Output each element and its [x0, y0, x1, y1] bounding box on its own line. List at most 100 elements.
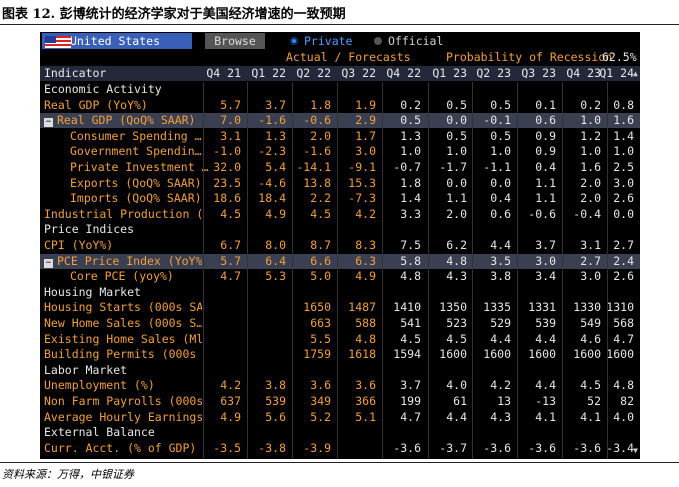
value-cell: 1600: [483, 347, 511, 362]
table-row[interactable]: Existing Home Sales (Mln… 5.5 4.8 4.5 4.5 4.4…: [40, 332, 640, 347]
value-cell: 541: [400, 316, 421, 330]
period-header[interactable]: Q3 22: [341, 66, 376, 80]
indicator-cell[interactable]: − PCE Price Index (YoY%): [44, 254, 202, 269]
value-cell: -14.1: [296, 160, 331, 174]
table-row[interactable]: Exports (QoQ% SAAR) 23.5 -4.6 13.8 15.3 1.8 0.…: [40, 176, 640, 191]
indicator-cell[interactable]: New Home Sales (000s S…: [44, 316, 202, 331]
table-row[interactable]: Building Permits (000s S… 1759 1618 1594 160…: [40, 347, 640, 362]
value-cell: 3.8: [490, 269, 511, 284]
indicator-label: Non Farm Payrolls (000s…: [44, 394, 202, 408]
value-cell: 539: [265, 394, 286, 408]
table-row[interactable]: Housing Starts (000s SAA… 1650 1487 1410 135…: [40, 300, 640, 315]
value-cell: 4.4: [535, 378, 556, 393]
value-cell: 4.8: [400, 269, 421, 284]
table-row[interactable]: Government Spendin… -1.0 -2.3 -1.6 3.0 1.0 1.0…: [40, 144, 640, 159]
value-cell: 0.5: [446, 128, 467, 143]
indicator-cell[interactable]: Housing Starts (000s SAA…: [44, 300, 202, 315]
period-header[interactable]: Q4 23: [566, 66, 601, 80]
indicator-label: Private Investment …: [70, 160, 209, 174]
radio-on-icon: [290, 37, 298, 45]
value-cell: 1.9: [355, 97, 376, 112]
indicator-cell[interactable]: Unemployment (%): [44, 378, 202, 393]
source-rule: [0, 462, 679, 463]
indicator-cell[interactable]: Existing Home Sales (Mln…: [44, 332, 202, 347]
value-cell: 3.1: [220, 128, 241, 143]
value-cell: -3.6: [528, 440, 556, 455]
scroll-up-icon[interactable]: ▲: [633, 69, 638, 78]
table-row[interactable]: Average Hourly Earnings … 4.9 5.6 5.2 5.1 4.7…: [40, 410, 640, 425]
radio-private[interactable]: Private: [290, 33, 352, 49]
value-cell: 1.6: [580, 160, 601, 174]
table-row[interactable]: Core PCE (yoy%) 4.7 5.3 5.0 4.9 4.8 4.3 3.8 3.4 3…: [40, 269, 640, 284]
indicator-cell[interactable]: − Real GDP (QoQ% SAAR): [44, 113, 202, 128]
value-cell: 1600: [573, 347, 601, 362]
value-cell: 4.2: [220, 378, 241, 393]
value-cell: 4.9: [265, 206, 286, 221]
table-row[interactable]: Unemployment (%) 4.2 3.8 3.6 3.6 3.7 4.0 4.2 4.4…: [40, 378, 640, 393]
scroll-down-icon[interactable]: ▼: [633, 446, 638, 455]
period-header[interactable]: Q4 21: [206, 66, 241, 80]
bloomberg-terminal-panel: United States Browse Private Official Ac…: [40, 32, 640, 459]
collapse-toggle-icon[interactable]: −: [44, 257, 53, 268]
collapse-toggle-icon[interactable]: −: [44, 117, 53, 128]
value-cell: 529: [490, 316, 511, 330]
country-selector[interactable]: United States: [42, 33, 192, 49]
indicator-label: Government Spendin…: [70, 144, 202, 159]
period-header[interactable]: Q1 22: [251, 66, 286, 80]
table-row[interactable]: Consumer Spending … 3.1 1.3 2.0 1.7 1.3 0.5 0.5…: [40, 129, 640, 144]
period-header[interactable]: Q1 24: [599, 66, 634, 80]
indicator-cell[interactable]: Building Permits (000s S…: [44, 347, 202, 362]
indicator-header: Indicator: [44, 66, 107, 80]
table-row[interactable]: Curr. Acct. (% of GDP) -3.5 -3.8 -3.9 -3.6 -3…: [40, 441, 640, 456]
table-row[interactable]: Private Investment … 32.0 5.4 -14.1 -9.1 -0.7…: [40, 160, 640, 175]
table-row[interactable]: CPI (YoY%) 6.7 8.0 8.7 8.3 7.5 6.2 4.4 3.7 3.1 2.7: [40, 238, 640, 253]
browse-button[interactable]: Browse: [205, 33, 265, 49]
period-header[interactable]: Q2 23: [476, 66, 511, 80]
table-row[interactable]: New Home Sales (000s S… 663 588 541 523 529 53…: [40, 316, 640, 331]
period-header[interactable]: Q1 23: [432, 66, 467, 80]
value-cell: 3.0: [580, 269, 601, 284]
value-cell: 3.0: [355, 144, 376, 159]
section-label: Housing Market: [44, 284, 141, 299]
value-cell: 4.8: [355, 331, 376, 346]
value-cell: 4.1: [535, 409, 556, 424]
indicator-cell[interactable]: CPI (YoY%): [44, 238, 202, 253]
indicator-cell[interactable]: Consumer Spending …: [44, 129, 228, 144]
indicator-cell[interactable]: Real GDP (YoY%): [44, 98, 202, 113]
indicator-cell[interactable]: Government Spendin…: [44, 144, 228, 159]
indicator-cell[interactable]: Core PCE (yoy%): [44, 269, 228, 284]
table-row[interactable]: Non Farm Payrolls (000s… 637 539 349 366 199 6…: [40, 394, 640, 409]
indicator-label: Existing Home Sales (Mln…: [44, 331, 202, 346]
value-cell: -2.3: [258, 144, 286, 159]
indicator-cell[interactable]: Private Investment …: [44, 160, 228, 175]
value-cell: 1335: [483, 300, 511, 315]
us-flag-icon: [45, 36, 71, 48]
value-cell: 2.0: [310, 128, 331, 143]
value-cell: 2.5: [613, 160, 634, 174]
indicator-cell[interactable]: Curr. Acct. (% of GDP): [44, 441, 202, 456]
period-header[interactable]: Q4 22: [386, 66, 421, 80]
table-row[interactable]: Industrial Production (Yo… 4.5 4.9 4.5 4.2 3.…: [40, 207, 640, 222]
table-row[interactable]: Real GDP (YoY%) 5.7 3.7 1.8 1.9 0.2 0.5 0.5 0.1 0…: [40, 98, 640, 113]
value-cell: 539: [535, 316, 556, 330]
table-row[interactable]: − PCE Price Index (YoY%) 5.7 6.4 6.6 6.3 5.8 4.…: [40, 253, 640, 269]
value-cell: 23.5: [213, 175, 241, 190]
period-header[interactable]: Q3 23: [521, 66, 556, 80]
value-cell: 3.7: [535, 238, 556, 252]
indicator-cell[interactable]: Non Farm Payrolls (000s…: [44, 394, 202, 409]
period-header[interactable]: Q2 22: [296, 66, 331, 80]
value-cell: 4.2: [355, 206, 376, 221]
value-cell: 4.5: [220, 206, 241, 221]
value-cell: 4.0: [613, 409, 634, 424]
indicator-cell[interactable]: Imports (QoQ% SAAR): [44, 191, 228, 206]
value-cell: 3.0: [613, 175, 634, 190]
value-cell: 5.3: [265, 269, 286, 284]
value-cell: 1.8: [310, 97, 331, 112]
indicator-cell[interactable]: Industrial Production (Yo…: [44, 207, 202, 222]
indicator-cell[interactable]: Average Hourly Earnings …: [44, 410, 202, 425]
table-row[interactable]: − Real GDP (QoQ% SAAR) 7.0 -1.6 -0.6 2.9 0.5 0.…: [40, 113, 640, 129]
radio-official[interactable]: Official: [374, 33, 443, 49]
table-row[interactable]: Imports (QoQ% SAAR) 18.6 18.4 2.2 -7.3 1.4 1.1…: [40, 191, 640, 206]
value-cell: -3.6: [483, 440, 511, 455]
indicator-cell[interactable]: Exports (QoQ% SAAR): [44, 176, 228, 191]
